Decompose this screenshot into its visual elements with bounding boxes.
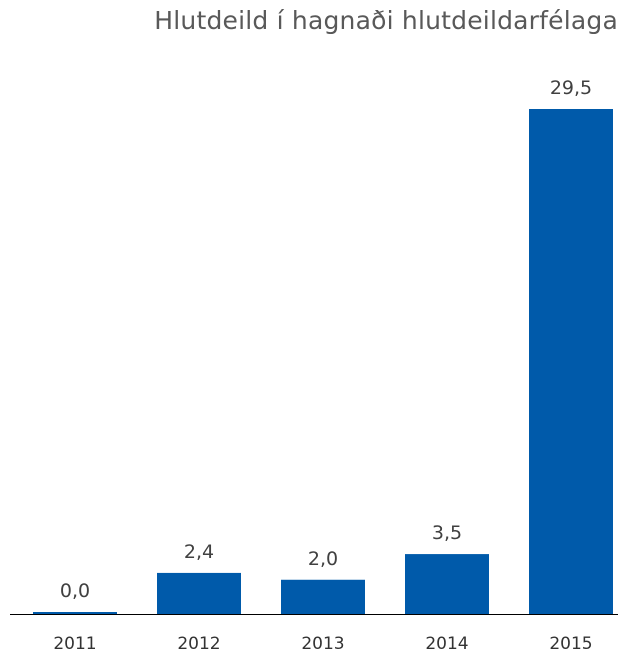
bar-2011 <box>33 612 117 614</box>
bar-2015 <box>529 109 613 614</box>
bar-2013 <box>281 579 365 614</box>
x-tick-label-2013: 2013 <box>301 634 344 654</box>
x-tick-label-2011: 2011 <box>53 634 96 654</box>
bars-group <box>33 109 613 614</box>
x-tick-label-2012: 2012 <box>177 634 220 654</box>
data-label-2014: 3,5 <box>432 522 462 544</box>
x-tick-label-2015: 2015 <box>549 634 592 654</box>
x-tick-labels-group: 2011 2012 2013 2014 2015 <box>53 634 592 654</box>
x-tick-label-2014: 2014 <box>425 634 468 654</box>
data-label-2013: 2,0 <box>308 548 338 570</box>
data-labels-group: 0,0 2,4 2,0 3,5 29,5 <box>60 77 592 602</box>
bar-2012 <box>157 572 241 614</box>
bar-2014 <box>405 554 489 614</box>
data-label-2015: 29,5 <box>550 77 592 99</box>
chart-title: Hlutdeild í hagnaði hlutdeildarfélaga <box>154 6 618 35</box>
data-label-2012: 2,4 <box>184 541 214 563</box>
data-label-2011: 0,0 <box>60 580 90 602</box>
